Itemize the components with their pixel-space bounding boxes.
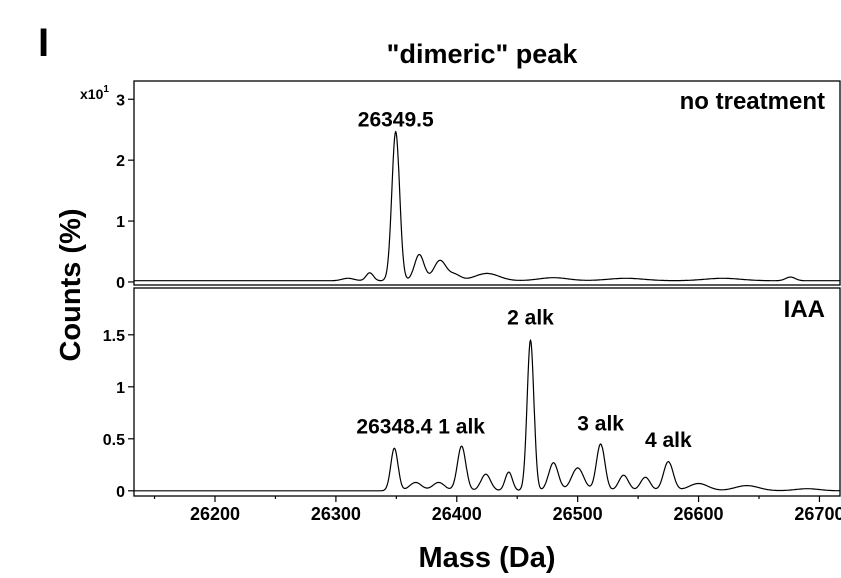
x-tick-label: 26300 [311, 504, 361, 524]
chart-title: "dimeric" peak [387, 39, 579, 69]
peak-label: 26349.5 [358, 109, 434, 132]
peak-label: 1 alk [438, 416, 485, 439]
y-tick-label: 1 [116, 380, 125, 397]
x-axis: 26200 26300 26400 26500 26600 26700 [153, 496, 841, 524]
y-tick-label: 1 [116, 214, 125, 231]
y-axis-title: Counts (%) [55, 208, 87, 361]
top-panel-frame [133, 80, 841, 286]
peak-label: 4 alk [645, 429, 692, 452]
spectra [134, 130, 841, 492]
top-panel-y-axis: 0 1 2 3 [116, 92, 134, 292]
spectrum-no-treatment [134, 130, 841, 282]
x-tick-label: 26500 [553, 504, 603, 524]
x-tick-label: 26200 [190, 504, 240, 524]
y-tick-label: 2 [116, 153, 125, 170]
panel-label-no-treatment: no treatment [680, 88, 825, 115]
x-tick-label: 26600 [674, 504, 724, 524]
x-tick-label: 26400 [432, 504, 482, 524]
peak-label: 3 alk [577, 412, 624, 435]
y-scale-factor: x101 [80, 84, 109, 102]
bottom-panel-frame [133, 287, 841, 497]
y-tick-label: 0 [116, 275, 125, 292]
bottom-panel-y-axis: 0 0.5 1 1.5 [103, 328, 134, 501]
panel-label-iaa: IAA [784, 296, 825, 323]
y-tick-label: 0 [116, 484, 125, 501]
y-tick-label: 1.5 [103, 328, 125, 345]
panel-letter: I [38, 21, 49, 65]
peak-label: 2 alk [507, 306, 554, 329]
peak-annotations: 26349.5 26348.4 1 alk 2 alk 3 alk 4 alk [356, 109, 692, 452]
peak-label: 26348.4 [356, 416, 432, 439]
x-axis-title: Mass (Da) [419, 542, 556, 574]
y-tick-label: 0.5 [103, 432, 125, 449]
x-tick-label: 26700 [794, 504, 841, 524]
spectrum-iaa [134, 339, 841, 492]
y-tick-label: 3 [116, 92, 125, 109]
